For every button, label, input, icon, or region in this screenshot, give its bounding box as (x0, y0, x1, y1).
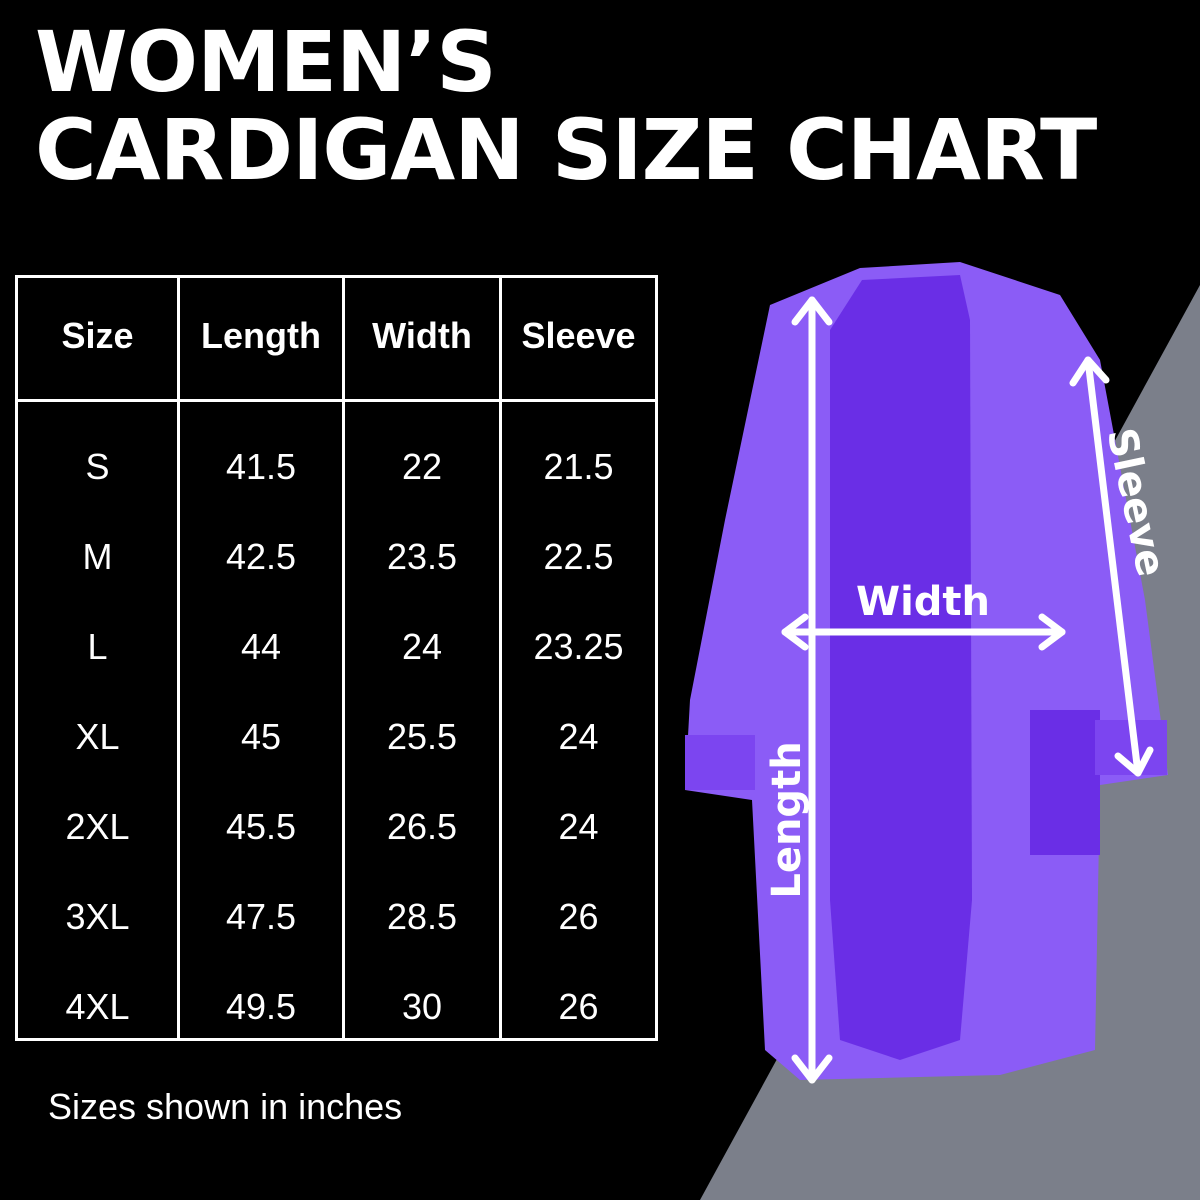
table-cell: 30 (401, 986, 443, 1027)
length-arrow (791, 296, 833, 1084)
table-cell: 25.5 (386, 716, 458, 757)
table-cell: 23.25 (533, 626, 624, 667)
table-cell: XL (75, 716, 120, 757)
table-cell: 47.5 (225, 896, 297, 937)
table-cell: 42.5 (225, 536, 297, 577)
width-arrow (781, 613, 1066, 651)
header-divider (18, 399, 655, 402)
table-cell: 22 (401, 446, 443, 487)
table-cell: 41.5 (225, 446, 297, 487)
table-cell: 44 (240, 626, 282, 667)
table-cell: M (82, 536, 113, 577)
table-cell: L (87, 626, 108, 667)
page-title: WOMEN’S CARDIGAN SIZE CHART (35, 13, 1097, 199)
table-cell: 26 (558, 986, 599, 1027)
title-line-2: CARDIGAN SIZE CHART (35, 101, 1097, 199)
table-cell: 3XL (65, 896, 130, 937)
table-cell: 22.5 (543, 536, 614, 577)
length-label: Length (764, 741, 810, 898)
cardigan-illustration (685, 262, 1168, 1080)
sleeve-arrow (1069, 356, 1154, 777)
table-cell: 23.5 (386, 536, 458, 577)
table-cell: S (85, 446, 110, 487)
table-cell: 2XL (65, 806, 130, 847)
table-cell: 45 (240, 716, 282, 757)
width-label: Width (856, 579, 990, 625)
table-cell: 24 (401, 626, 443, 667)
table-cell: 21.5 (543, 446, 614, 487)
table-cell: 45.5 (225, 806, 297, 847)
column-header-length: Length (201, 315, 321, 356)
table-cell: 24 (558, 716, 599, 757)
column-header-width: Width (372, 315, 472, 356)
title-line-1: WOMEN’S (35, 13, 497, 111)
size-table: Size Length Width Sleeve S 41.5 22 21.5 M 42.5 23.… (15, 275, 658, 1041)
column-divider (499, 278, 502, 1038)
table-cell: 28.5 (386, 896, 458, 937)
column-header-sleeve: Sleeve (521, 315, 636, 356)
table-cell: 49.5 (225, 986, 297, 1027)
column-header-size: Size (61, 315, 134, 356)
column-divider (342, 278, 345, 1038)
table-cell: 4XL (65, 986, 130, 1027)
table-cell: 24 (558, 806, 599, 847)
table-cell: 26 (558, 896, 599, 937)
units-note: Sizes shown in inches (48, 1086, 403, 1127)
table-cell: 26.5 (386, 806, 458, 847)
column-divider (177, 278, 180, 1038)
cardigan-diagram: Width Length Sleeve (685, 262, 1174, 1084)
